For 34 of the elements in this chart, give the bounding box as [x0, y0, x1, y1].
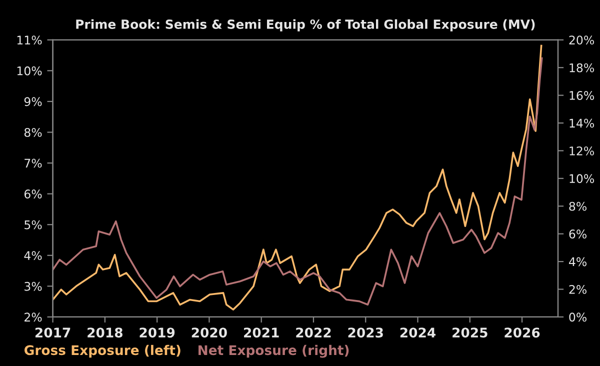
text: Net Exposure (right) — [198, 344, 349, 358]
x-tick-label: 2021 — [244, 328, 279, 338]
x-tick-label: 2020 — [192, 328, 227, 338]
x-tick-label: 2022 — [296, 328, 331, 338]
y-tick-label: 10% — [17, 66, 42, 76]
text: Gross Exposure (left) — [24, 344, 180, 358]
y-tick-label: 4% — [24, 251, 42, 260]
x-tick-label: 2023 — [348, 328, 383, 338]
x-tick-label: 2026 — [504, 328, 540, 338]
y-tick-label: 2% — [24, 312, 42, 322]
x-tick-label: 2017 — [35, 328, 70, 338]
x-tick-label: 2019 — [140, 328, 175, 338]
y2-tick-label: 14% — [570, 118, 594, 128]
x-tick-label: 2024 — [400, 328, 436, 338]
y-tick-label: 8% — [24, 128, 42, 137]
y-tick-label: 11% — [17, 36, 42, 45]
chart-title: Prime Book: Semis & Semi Equip % of Total Global Exposure (MV) — [76, 19, 535, 32]
y2-tick-label: 8% — [569, 202, 586, 211]
y2-tick-label: 16% — [570, 91, 594, 100]
y-tick-label: 3% — [24, 282, 42, 291]
y-tick-label: 7% — [24, 158, 42, 168]
y2-tick-label: 12% — [570, 146, 594, 156]
x-tick-label: 2018 — [88, 328, 122, 338]
y2-tick-label: 20% — [569, 36, 594, 45]
y-tick-label: 9% — [24, 97, 42, 106]
y2-tick-label: 6% — [569, 230, 586, 238]
y2-tick-label: 0% — [569, 312, 586, 322]
y2-tick-label: 10% — [570, 174, 594, 184]
y2-tick-label: 4% — [568, 257, 586, 266]
x-tick-label: 2025 — [452, 328, 488, 338]
y-tick-label: 5% — [24, 220, 42, 230]
y2-tick-label: 18% — [570, 63, 594, 72]
y2-tick-label: 2% — [569, 284, 586, 294]
y-tick-label: 6% — [24, 190, 42, 198]
